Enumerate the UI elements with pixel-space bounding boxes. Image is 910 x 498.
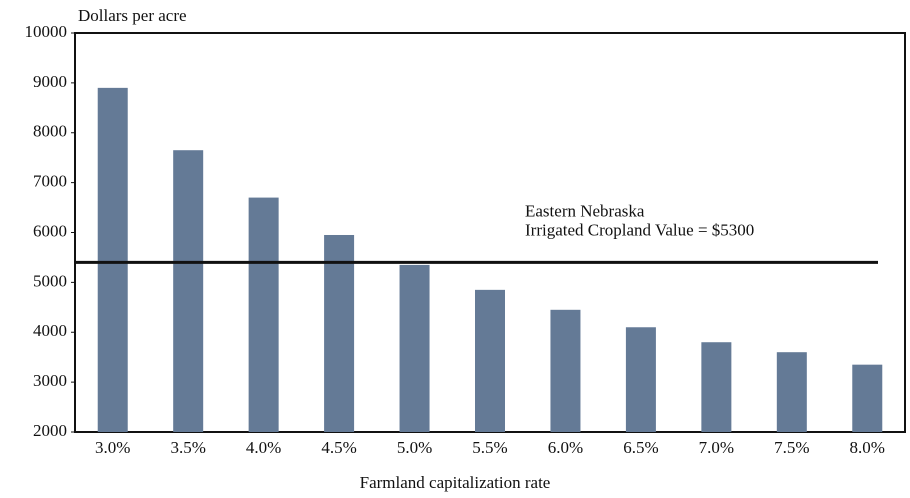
bar [475, 289, 505, 432]
x-tick-label: 8.0% [850, 438, 885, 457]
bar [173, 150, 204, 433]
x-tick-label: 3.0% [95, 438, 130, 457]
y-tick-label: 5000 [33, 271, 67, 290]
y-tick-label: 6000 [33, 221, 67, 240]
bar [399, 264, 430, 432]
x-tick-label: 3.5% [170, 438, 205, 457]
y-tick-label: 4000 [33, 321, 67, 340]
y-tick-label: 2000 [33, 421, 67, 440]
bar [550, 309, 581, 432]
y-tick-label: 8000 [33, 122, 67, 141]
x-tick-label: 6.0% [548, 438, 583, 457]
x-axis-label: Farmland capitalization rate [360, 473, 551, 492]
x-tick-label: 6.5% [623, 438, 658, 457]
bar [97, 87, 128, 433]
bar [776, 352, 807, 432]
x-tick-label: 7.5% [774, 438, 809, 457]
x-tick-label: 4.0% [246, 438, 281, 457]
annotation: Eastern Nebraska [525, 201, 645, 220]
y-tick-label: 10000 [25, 22, 68, 41]
x-tick-label: 4.5% [321, 438, 356, 457]
bar [852, 364, 883, 432]
x-tick-label: 7.0% [699, 438, 734, 457]
y-tick-label: 7000 [33, 172, 67, 191]
y-tick-label: 3000 [33, 371, 67, 390]
bar [324, 234, 355, 432]
bar [701, 342, 732, 432]
bar [625, 327, 656, 432]
y-tick-label: 9000 [33, 72, 67, 91]
x-tick-label: 5.5% [472, 438, 507, 457]
annotation: Irrigated Cropland Value = $5300 [525, 220, 754, 239]
x-tick-label: 5.0% [397, 438, 432, 457]
bar [248, 197, 279, 432]
chart-title: Dollars per acre [78, 6, 187, 25]
